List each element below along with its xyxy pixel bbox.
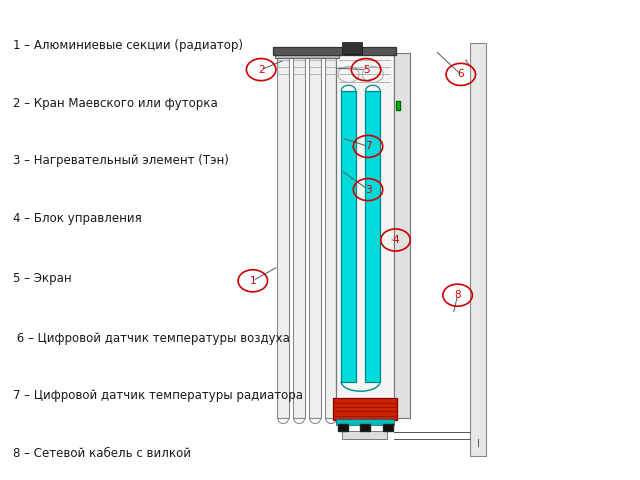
Bar: [342, 42, 362, 54]
Text: 4: 4: [392, 235, 399, 245]
Text: 6: 6: [458, 70, 464, 79]
Bar: [394, 53, 410, 418]
Bar: [275, 53, 339, 58]
Bar: [396, 101, 400, 110]
Text: 1: 1: [250, 276, 256, 286]
Text: 7 – Цифровой датчик температуры радиатора: 7 – Цифровой датчик температуры радиатор…: [13, 389, 303, 403]
Bar: [360, 424, 370, 431]
Text: 1 – Алюминиевые секции (радиатор): 1 – Алюминиевые секции (радиатор): [13, 39, 243, 52]
Bar: [383, 424, 393, 431]
Text: 7: 7: [365, 142, 371, 151]
Bar: [325, 53, 337, 418]
Bar: [273, 47, 396, 55]
Text: 2: 2: [258, 65, 264, 74]
Bar: [365, 91, 380, 382]
Text: 2 – Кран Маевского или футорка: 2 – Кран Маевского или футорка: [13, 96, 218, 110]
Bar: [341, 91, 356, 382]
Bar: [277, 53, 289, 418]
Text: 6 – Цифровой датчик температуры воздуха: 6 – Цифровой датчик температуры воздуха: [13, 332, 290, 345]
Text: 5 – Экран: 5 – Экран: [13, 272, 72, 285]
Text: 8: 8: [454, 290, 461, 300]
Text: 4 – Блок управления: 4 – Блок управления: [13, 212, 141, 225]
Bar: [336, 53, 394, 418]
Text: 5: 5: [363, 65, 369, 74]
Bar: [309, 53, 321, 418]
Bar: [470, 43, 486, 456]
Bar: [333, 398, 397, 420]
Text: 3 – Нагревательный элемент (Тэн): 3 – Нагревательный элемент (Тэн): [13, 154, 228, 168]
Text: 8 – Сетевой кабель с вилкой: 8 – Сетевой кабель с вилкой: [13, 447, 191, 460]
Bar: [336, 419, 394, 425]
Bar: [342, 431, 387, 439]
Text: 3: 3: [365, 185, 371, 194]
Bar: [338, 424, 348, 431]
Bar: [293, 53, 305, 418]
